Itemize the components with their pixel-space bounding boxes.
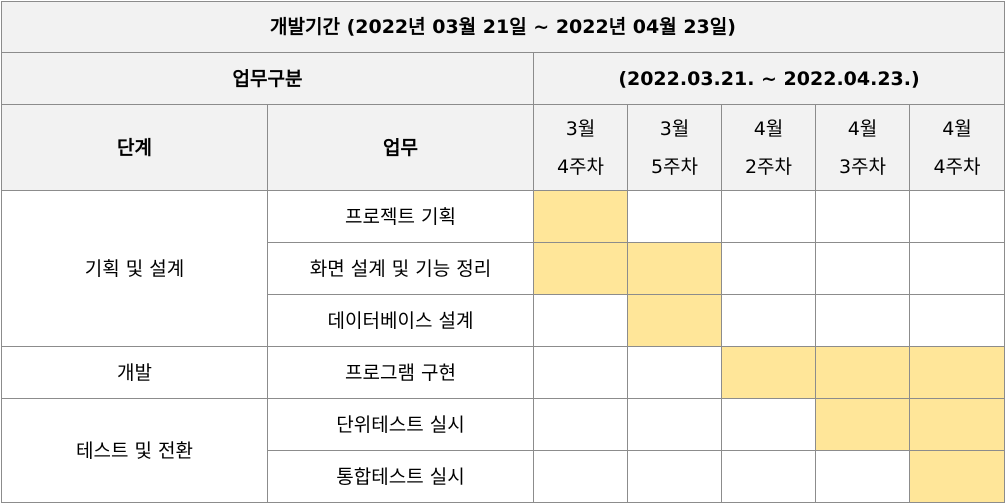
schedule-title: 개발기간 (2022년 03월 21일 ~ 2022년 04월 23일) [1, 1, 1005, 53]
task-name: 단위테스트 실시 [267, 398, 534, 451]
stage-name: 개발 [1, 346, 268, 399]
schedule-cell [627, 190, 722, 243]
task-name: 프로젝트 기획 [267, 190, 534, 243]
schedule-cell [627, 346, 722, 399]
task-name: 프로그램 구현 [267, 346, 534, 399]
schedule-cell [909, 242, 1005, 295]
schedule-cell [909, 294, 1005, 347]
task-row: 데이터베이스 설계 [2, 294, 1005, 347]
week-header: 3월 4주차 [533, 104, 628, 191]
schedule-cell [533, 450, 628, 503]
schedule-cell [815, 398, 910, 451]
schedule-cell [815, 242, 910, 295]
task-row: 통합테스트 실시 [2, 450, 1005, 503]
task-name: 화면 설계 및 기능 정리 [267, 242, 534, 295]
week-number: 3주차 [838, 155, 887, 178]
schedule-cell [533, 346, 628, 399]
schedule-cell [627, 398, 722, 451]
stage-header: 단계 [1, 104, 268, 191]
task-name: 통합테스트 실시 [267, 450, 534, 503]
schedule-cell [627, 294, 722, 347]
schedule-cell [721, 190, 816, 243]
schedule-cell [909, 450, 1005, 503]
schedule-cell [627, 450, 722, 503]
task-row: 테스트 및 전환 단위테스트 실시 [1, 398, 1005, 503]
week-month: 4월 [847, 117, 878, 140]
schedule-cell [721, 398, 816, 451]
week-number: 2주차 [744, 155, 793, 178]
task-row: 개발 프로그램 구현 [1, 346, 1005, 399]
schedule-cell [627, 242, 722, 295]
period-header: (2022.03.21. ~ 2022.04.23.) [533, 52, 1005, 105]
task-row: 화면 설계 및 기능 정리 [2, 242, 1005, 295]
schedule-cell [815, 190, 910, 243]
schedule-cell [815, 346, 910, 399]
schedule-cell [815, 294, 910, 347]
week-header: 4월 2주차 [721, 104, 816, 191]
schedule-cell [909, 346, 1005, 399]
week-month: 4월 [942, 117, 972, 140]
task-name: 데이터베이스 설계 [267, 294, 534, 347]
schedule-cell [721, 450, 816, 503]
task-row: 기획 및 설계 프로젝트 기획 [1, 190, 1005, 347]
week-month: 3월 [659, 117, 690, 140]
schedule-cell [909, 190, 1005, 243]
task-group-header: 업무구분 [1, 52, 534, 105]
schedule-cell [815, 450, 910, 503]
schedule-cell [533, 294, 628, 347]
schedule-cell [721, 294, 816, 347]
schedule-cell [533, 190, 628, 243]
week-number: 5주차 [650, 155, 699, 178]
week-month: 3월 [565, 117, 596, 140]
schedule-cell [721, 346, 816, 399]
schedule-cell [721, 242, 816, 295]
stage-name: 기획 및 설계 [1, 190, 268, 347]
task-header: 업무 [267, 104, 534, 191]
schedule-cell [533, 242, 628, 295]
week-header: 4월 4주차 [909, 104, 1005, 191]
week-month: 4월 [753, 117, 784, 140]
stage-name: 테스트 및 전환 [1, 398, 268, 503]
schedule-cell [909, 398, 1005, 451]
week-header: 4월 3주차 [815, 104, 910, 191]
week-number: 4주차 [556, 155, 605, 178]
week-header: 3월 5주차 [627, 104, 722, 191]
schedule-cell [533, 398, 628, 451]
week-number: 4주차 [933, 155, 981, 178]
